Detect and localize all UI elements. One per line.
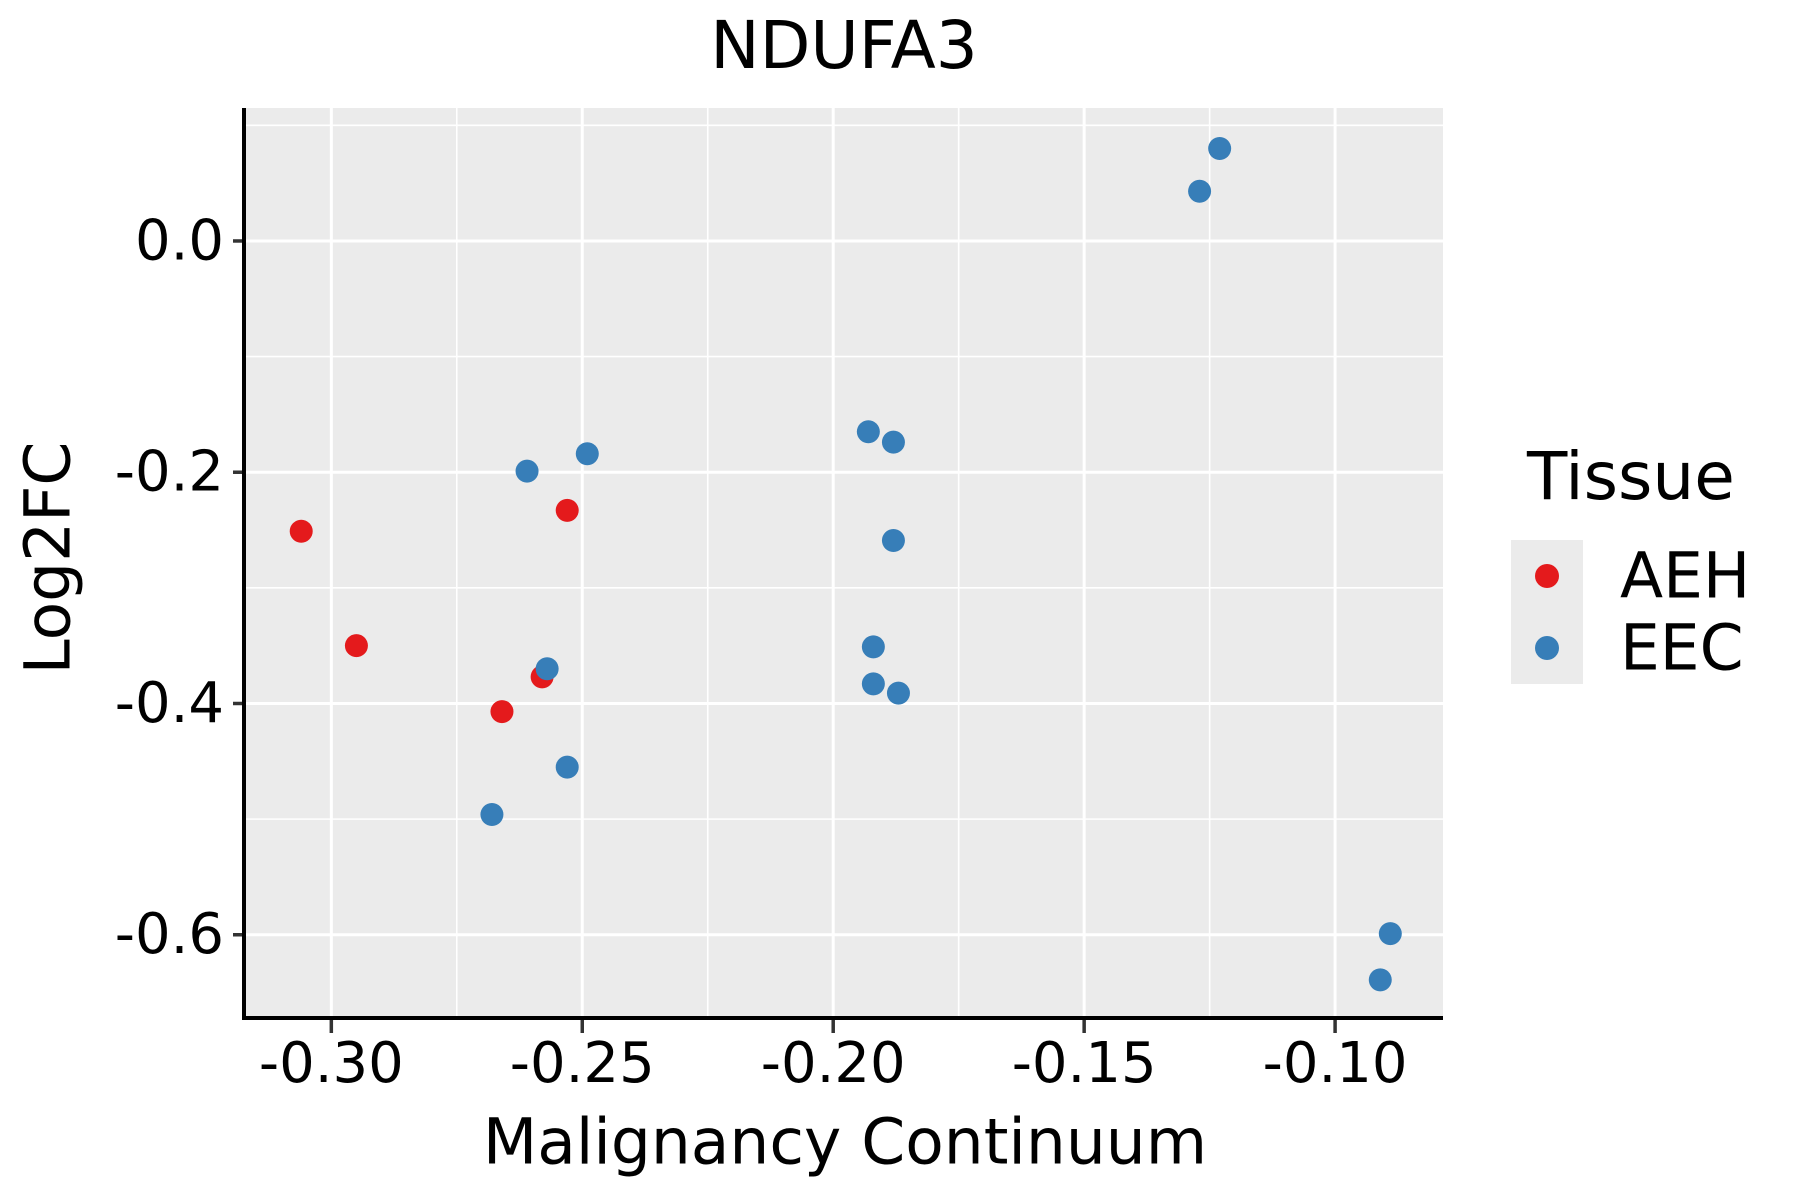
x-axis-label: Malignancy Continuum	[482, 1105, 1208, 1179]
data-point-eec	[886, 681, 910, 705]
data-point-eec	[881, 430, 905, 454]
y-axis-label: Log2FC	[11, 441, 85, 675]
x-tick-label: -0.25	[510, 1031, 655, 1096]
plot-panel	[246, 108, 1443, 1018]
data-point-eec	[555, 755, 579, 779]
data-point-eec	[480, 802, 504, 826]
data-point-eec	[1368, 968, 1392, 992]
legend-marker-aeh	[1535, 564, 1559, 588]
x-tick-label: -0.30	[259, 1031, 404, 1096]
x-tick-label: -0.20	[761, 1031, 906, 1096]
data-point-aeh	[344, 634, 368, 658]
data-point-eec	[515, 459, 539, 483]
plot-title: NDUFA3	[710, 7, 978, 84]
data-point-eec	[1188, 179, 1212, 203]
legend-label-eec: EEC	[1620, 611, 1744, 685]
data-point-eec	[861, 635, 885, 659]
y-tick-label: -0.2	[115, 440, 224, 505]
data-point-eec	[856, 420, 880, 444]
x-tick-label: -0.10	[1263, 1031, 1408, 1096]
y-tick-label: -0.4	[115, 671, 224, 736]
data-point-aeh	[289, 519, 313, 543]
y-tick-label: -0.6	[115, 902, 224, 967]
legend-keys: AEH EEC	[1511, 540, 1750, 684]
data-point-aeh	[490, 700, 514, 724]
legend-entry-eec: EEC	[1511, 612, 1744, 684]
data-point-aeh	[555, 498, 579, 522]
data-point-eec	[1208, 136, 1232, 160]
y-tick-label: 0.0	[135, 208, 224, 273]
x-tick-label: -0.15	[1012, 1031, 1157, 1096]
data-point-eec	[575, 442, 599, 466]
data-point-eec	[881, 528, 905, 552]
legend-label-aeh: AEH	[1620, 539, 1751, 613]
data-point-eec	[861, 672, 885, 696]
data-point-eec	[1378, 922, 1402, 946]
legend-title: Tissue	[1527, 438, 1735, 515]
data-point-eec	[535, 657, 559, 681]
legend-entry-aeh: AEH	[1511, 540, 1750, 612]
legend-marker-eec	[1535, 636, 1559, 660]
